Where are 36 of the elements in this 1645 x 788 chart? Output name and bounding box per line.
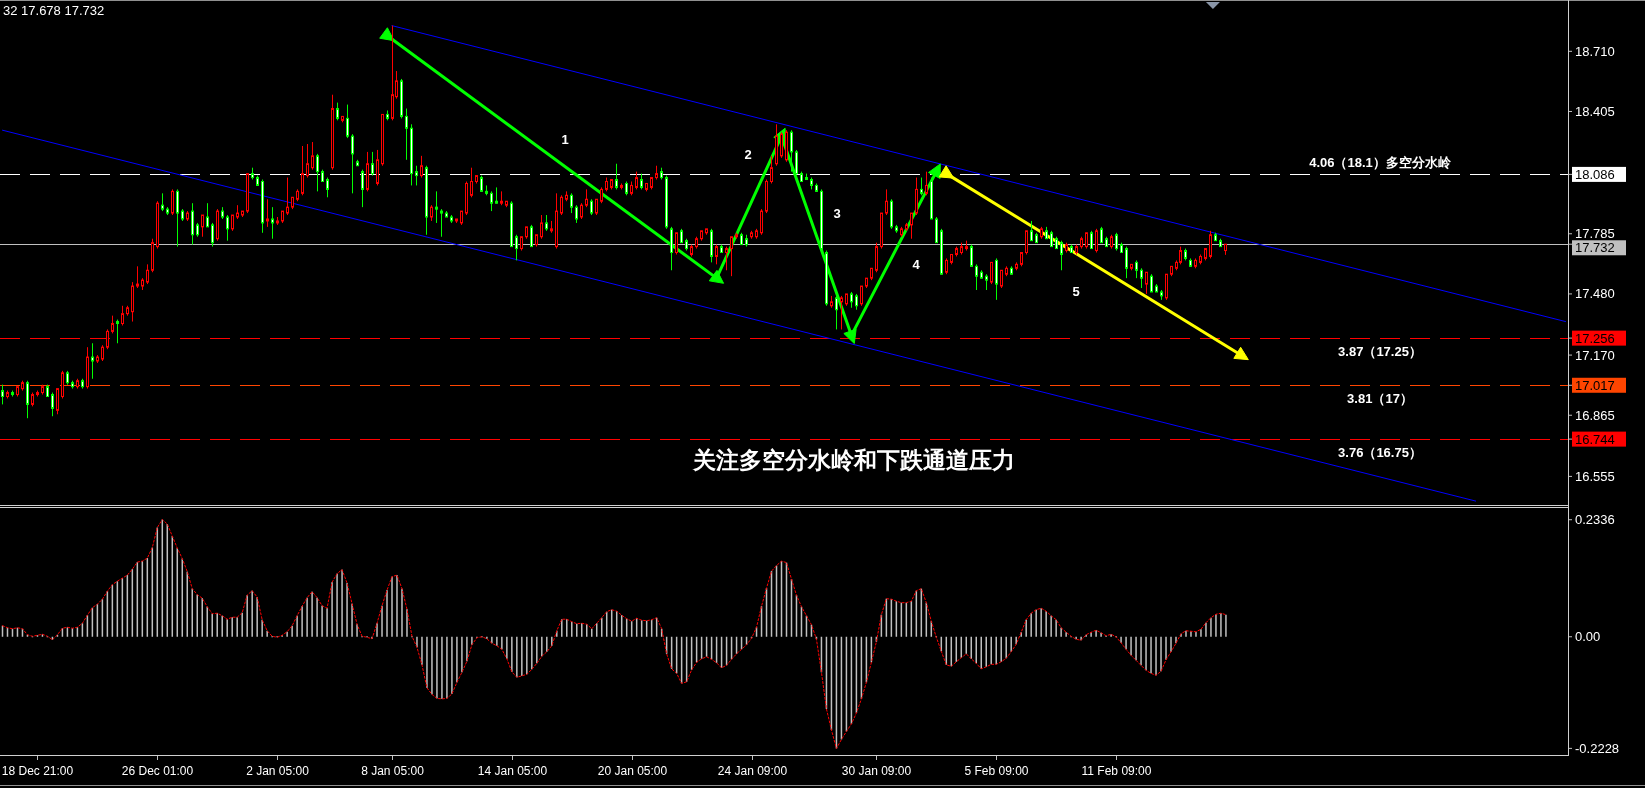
x-tick-label: 24 Jan 09:00 (717, 764, 788, 778)
x-tick-label: 20 Jan 05:00 (597, 764, 668, 778)
annotation: 2 (744, 147, 752, 162)
y-tick-label: 16.555 (1575, 468, 1615, 484)
y-tick-label: 17.170 (1575, 347, 1615, 363)
y-tick-label: -0.2228 (1575, 740, 1620, 756)
x-tick-label: 8 Jan 05:00 (361, 764, 425, 778)
x-tick-label: 11 Feb 09:00 (1081, 764, 1152, 778)
ref-line-label: 3.81（17） (1347, 390, 1413, 406)
y-tick-label: 17.017 (1575, 377, 1615, 393)
x-tick-label: 30 Jan 09:00 (841, 764, 912, 778)
y-tick-label: 16.744 (1575, 431, 1615, 447)
y-tick-label: 17.785 (1575, 226, 1615, 242)
y-tick-label: 18.086 (1575, 166, 1615, 182)
annotation: 5 (1072, 284, 1080, 299)
y-tick-label: 17.732 (1575, 240, 1615, 256)
annotation: 1 (561, 132, 569, 147)
ref-line-label: 4.06（18.1）多空分水岭 (1309, 154, 1452, 170)
y-tick-label: 0.00 (1575, 629, 1601, 645)
y-tick-label: 16.865 (1575, 407, 1615, 423)
x-tick-label: 2 Jan 05:00 (246, 764, 310, 778)
ref-line-label: 3.87（17.25） (1338, 343, 1422, 359)
x-tick-label: 26 Dec 01:00 (121, 764, 194, 778)
annotation: 32 17.678 17.732 (3, 3, 105, 18)
ref-line-label: 3.76（16.75） (1338, 444, 1422, 460)
y-tick-label: 18.405 (1575, 103, 1615, 119)
y-tick-label: 0.2336 (1575, 512, 1615, 528)
x-tick-label: 5 Feb 09:00 (964, 764, 1029, 778)
y-tick-label: 17.256 (1575, 330, 1615, 346)
x-tick-label: 18 Dec 21:00 (1, 764, 74, 778)
x-tick-label: 14 Jan 05:00 (477, 764, 548, 778)
annotation: 3 (833, 206, 841, 221)
y-tick-label: 17.480 (1575, 286, 1615, 302)
annotation: 4 (912, 257, 921, 272)
annotation: 关注多空分水岭和下跌通道压力 (692, 447, 1015, 473)
y-tick-label: 18.710 (1575, 43, 1615, 59)
